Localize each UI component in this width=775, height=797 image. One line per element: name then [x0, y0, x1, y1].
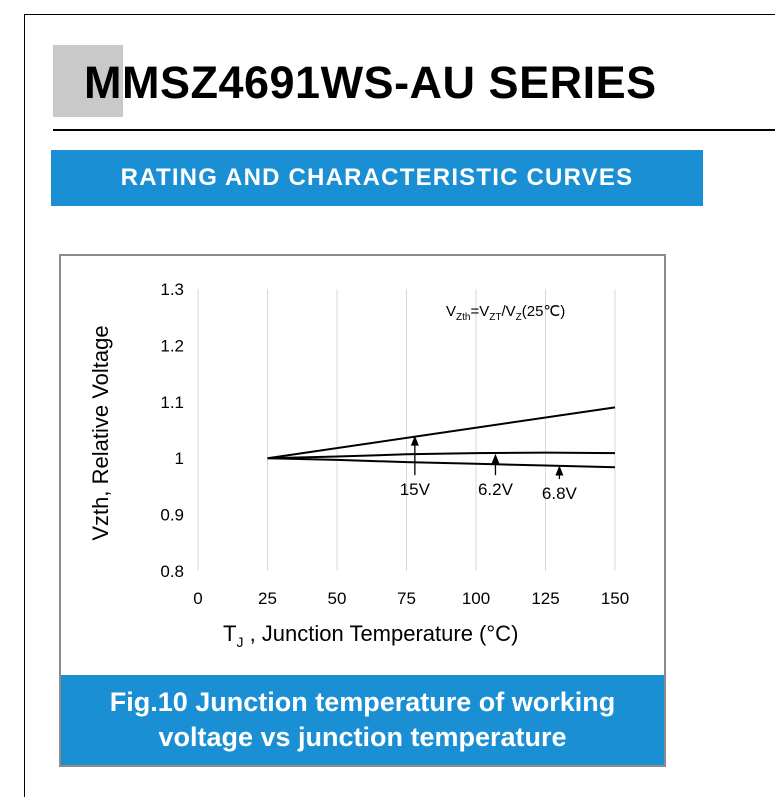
x-axis-title-sub: J: [236, 634, 243, 650]
annotation-layer: 15V 6.2V 6.8V: [400, 435, 578, 503]
tick-label-layer: 0 25 50 75 100 125 150 0.8 0.9 1 1.1 1.2 1.3: [160, 280, 629, 608]
x-tick-label: 125: [531, 589, 559, 608]
x-tick-label: 25: [258, 589, 277, 608]
y-tick-label: 1.2: [160, 336, 184, 355]
series-layer: [267, 406, 616, 469]
x-axis-title: TJ , Junction Temperature (°C): [223, 621, 518, 650]
x-tick-label: 75: [397, 589, 416, 608]
annotation-arrowhead: [410, 435, 419, 446]
chart: 15V 6.2V 6.8V 0 25 50 75 100 125 150 0.8 0.9 1 1.1 1.…: [88, 280, 629, 650]
formula-label: VZth=VZT/VZ(25℃): [446, 303, 565, 323]
grid-layer: [197, 289, 616, 571]
series-line-15V: [267, 406, 616, 460]
series-line-6.8V: [267, 457, 616, 469]
series-annotation-label: 6.2V: [478, 480, 514, 499]
x-tick-label: 50: [328, 589, 347, 608]
y-tick-label: 1.3: [160, 280, 184, 299]
x-tick-label: 0: [193, 589, 202, 608]
caption-line-2: voltage vs junction temperature: [158, 722, 567, 752]
series-annotation-label: 15V: [400, 480, 431, 499]
figure-frame: 15V 6.2V 6.8V 0 25 50 75 100 125 150 0.8 0.9 1 1.1 1.…: [59, 254, 666, 767]
title-rule: [53, 129, 775, 131]
annotation-arrowhead: [555, 465, 564, 476]
page-border: [24, 14, 775, 797]
series-line-6.2V: [267, 451, 616, 460]
figure-caption: Fig.10 Junction temperature of working v…: [61, 675, 664, 765]
series-annotation-label: 6.8V: [542, 484, 578, 503]
x-tick-label: 100: [462, 589, 490, 608]
x-axis-title-rest: , Junction Temperature (°C): [243, 621, 518, 646]
y-tick-label: 1.1: [160, 393, 184, 412]
section-banner: RATING AND CHARACTERISTIC CURVES: [51, 150, 703, 206]
y-tick-label: 0.8: [160, 562, 184, 581]
document-title: MMSZ4691WS-AU SERIES: [84, 57, 657, 108]
y-tick-label: 0.9: [160, 506, 184, 525]
annotation-arrowhead: [491, 453, 500, 464]
title-accent-block: [53, 45, 123, 117]
x-axis-title-main: T: [223, 621, 236, 646]
x-tick-label: 150: [601, 589, 629, 608]
y-tick-label: 1: [175, 449, 184, 468]
caption-line-1: Fig.10 Junction temperature of working: [109, 687, 616, 717]
y-axis-title: Vzth, Relative Voltage: [88, 325, 113, 540]
